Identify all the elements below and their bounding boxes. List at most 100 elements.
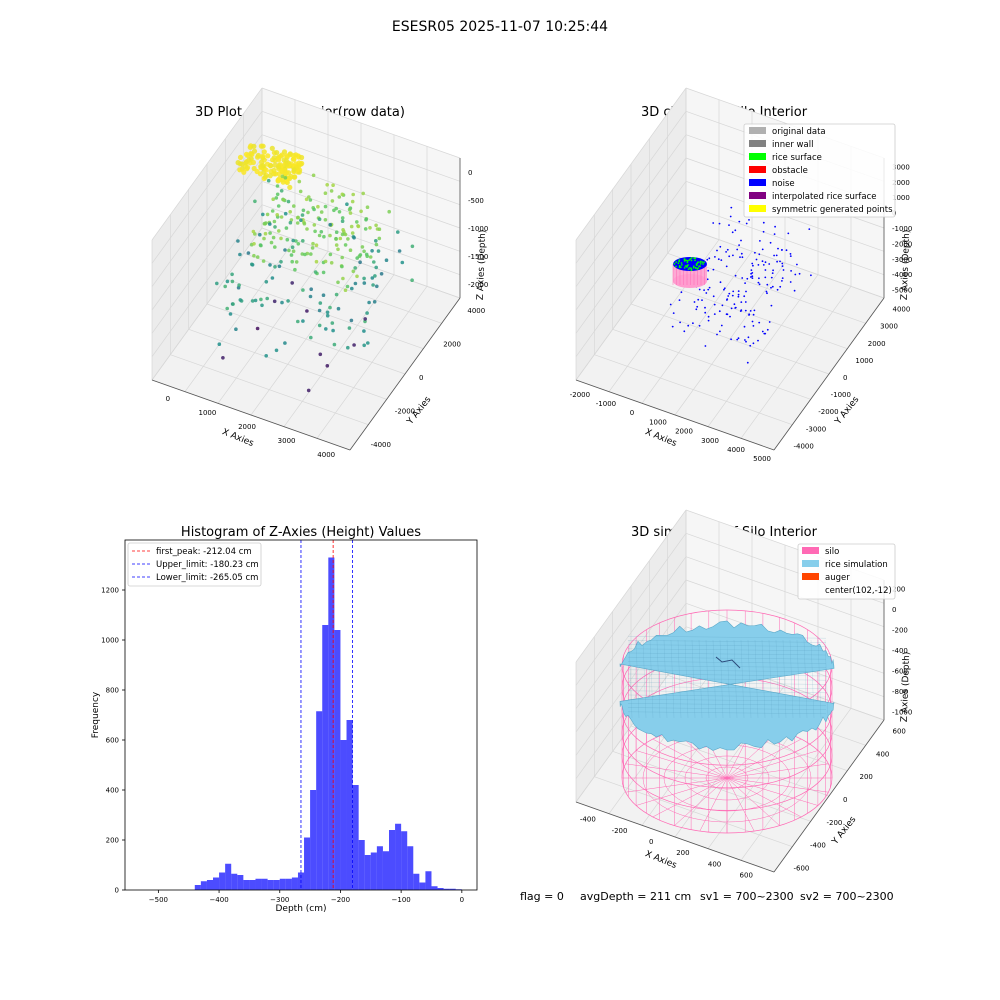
classify-noise-point bbox=[768, 321, 771, 323]
simulation-y-tick-label: 600 bbox=[893, 728, 906, 736]
raw-data-point bbox=[311, 241, 315, 246]
raw-data-point bbox=[331, 183, 335, 187]
raw-data-point bbox=[273, 225, 277, 229]
histogram-x-tick-label: −400 bbox=[209, 896, 228, 904]
raw-data-point bbox=[334, 292, 339, 297]
classify-noise-point bbox=[744, 309, 747, 312]
raw-data-point bbox=[397, 249, 402, 253]
classify-rice-point bbox=[703, 261, 705, 264]
raw-data-point bbox=[273, 265, 277, 269]
classify-rice-point bbox=[678, 265, 681, 267]
classify-noise-point bbox=[810, 274, 812, 277]
rice-surface-mesh bbox=[754, 639, 759, 719]
histogram-bar bbox=[370, 852, 377, 890]
classify-legend-label: rice surface bbox=[772, 153, 822, 163]
raw-data-y-tick-label: 0 bbox=[419, 374, 423, 382]
classify-z-tick-label: -2000 bbox=[892, 240, 912, 248]
classify-noise-point bbox=[717, 258, 720, 261]
classify-noise-point bbox=[725, 265, 728, 268]
classify-noise-point bbox=[770, 286, 772, 289]
rice-surface-mesh bbox=[810, 639, 815, 719]
raw-data-point bbox=[258, 232, 262, 237]
raw-data-point bbox=[353, 281, 358, 286]
classify-rice-point bbox=[690, 257, 693, 259]
rice-surface-mesh bbox=[627, 682, 827, 685]
classify-rice-point bbox=[694, 257, 697, 260]
classify-noise-point bbox=[789, 253, 792, 255]
classify-rice-point bbox=[687, 268, 690, 271]
classify-noise-point bbox=[769, 241, 772, 244]
rice-surface bbox=[619, 620, 835, 751]
classify-noise-point bbox=[768, 263, 771, 265]
classify-y-tick-label: 4000 bbox=[893, 306, 911, 314]
classify-noise-point bbox=[755, 258, 758, 261]
raw-data-y-ticks: -4000 -2000 0 2000 4000 bbox=[371, 307, 486, 449]
classify-noise-point bbox=[770, 276, 773, 279]
classify-noise-point bbox=[726, 248, 729, 251]
classify-noise-point bbox=[727, 295, 730, 297]
classify-noise-point bbox=[736, 338, 739, 341]
raw-data-point bbox=[237, 154, 244, 160]
classify-y-tick-label: -2000 bbox=[818, 408, 838, 416]
raw-data-point bbox=[410, 278, 414, 283]
simulation-y-ticks: -600 -400 -200 0 200 400 600 bbox=[794, 728, 906, 873]
classify-rice-point bbox=[702, 263, 704, 265]
classify-rice-point bbox=[697, 267, 700, 269]
histogram-bar bbox=[243, 880, 250, 890]
classify-y-tick-label: -4000 bbox=[794, 442, 814, 450]
raw-data-point bbox=[253, 199, 257, 204]
classify-rice-point bbox=[695, 263, 698, 266]
classify-noise-point bbox=[734, 307, 737, 309]
classify-noise-point bbox=[757, 264, 760, 266]
raw-data-point bbox=[355, 256, 360, 260]
raw-data-point bbox=[358, 253, 363, 257]
raw-data-point bbox=[312, 207, 316, 212]
classify-legend-swatch bbox=[749, 205, 766, 212]
raw-data-grid-line bbox=[261, 87, 461, 159]
raw-data-point bbox=[238, 298, 243, 302]
raw-data-point bbox=[300, 213, 305, 217]
rice-surface-mesh bbox=[635, 639, 640, 719]
classify-grid-line bbox=[685, 227, 885, 299]
raw-data-point bbox=[340, 264, 344, 269]
simulation-legend-frame bbox=[797, 543, 896, 600]
classify-noise-point bbox=[751, 262, 754, 265]
classify-noise-point bbox=[773, 254, 775, 257]
classify-grid-line bbox=[575, 111, 687, 264]
rice-surface-mesh bbox=[627, 652, 827, 656]
raw-data-point bbox=[311, 173, 316, 178]
histogram-y-tick-label: 200 bbox=[106, 837, 119, 845]
raw-data-point bbox=[255, 326, 260, 331]
classify-noise-point bbox=[779, 260, 781, 263]
classify-x-tick-label: -1000 bbox=[596, 400, 616, 408]
classify-noise-point bbox=[713, 303, 716, 306]
classify-noise-point bbox=[725, 251, 727, 253]
classify-noise-point bbox=[776, 260, 778, 263]
raw-data-point bbox=[276, 204, 281, 208]
raw-data-point bbox=[270, 157, 276, 163]
simulation-legend: silo rice simulation auger center(102,-12) bbox=[797, 543, 896, 600]
raw-data-point bbox=[340, 219, 345, 223]
simulation-x-tick-label: 400 bbox=[708, 860, 721, 868]
histogram-frame bbox=[124, 539, 478, 891]
raw-data-point bbox=[260, 163, 266, 169]
classify-noise-point bbox=[692, 322, 694, 325]
raw-data-point bbox=[343, 288, 348, 293]
classify-legend-swatch bbox=[749, 179, 766, 186]
histogram-bar bbox=[328, 557, 335, 890]
classify-rice-point bbox=[677, 262, 680, 265]
raw-data-point bbox=[265, 296, 270, 301]
histogram-bar bbox=[364, 855, 371, 890]
classify-noise-point bbox=[758, 283, 761, 286]
raw-data-point bbox=[261, 149, 267, 155]
raw-data-point bbox=[230, 279, 235, 284]
raw-data-point bbox=[340, 255, 345, 260]
simulation-y-tick-label: -200 bbox=[827, 819, 843, 827]
raw-data-point bbox=[290, 259, 295, 264]
classify-3d-axes bbox=[575, 87, 885, 451]
classify-noise-point bbox=[751, 272, 754, 274]
raw-data-point bbox=[243, 160, 249, 166]
raw-data-point bbox=[277, 229, 281, 233]
rice-surface-mesh bbox=[649, 639, 654, 719]
raw-data-3d-axes bbox=[151, 87, 461, 451]
